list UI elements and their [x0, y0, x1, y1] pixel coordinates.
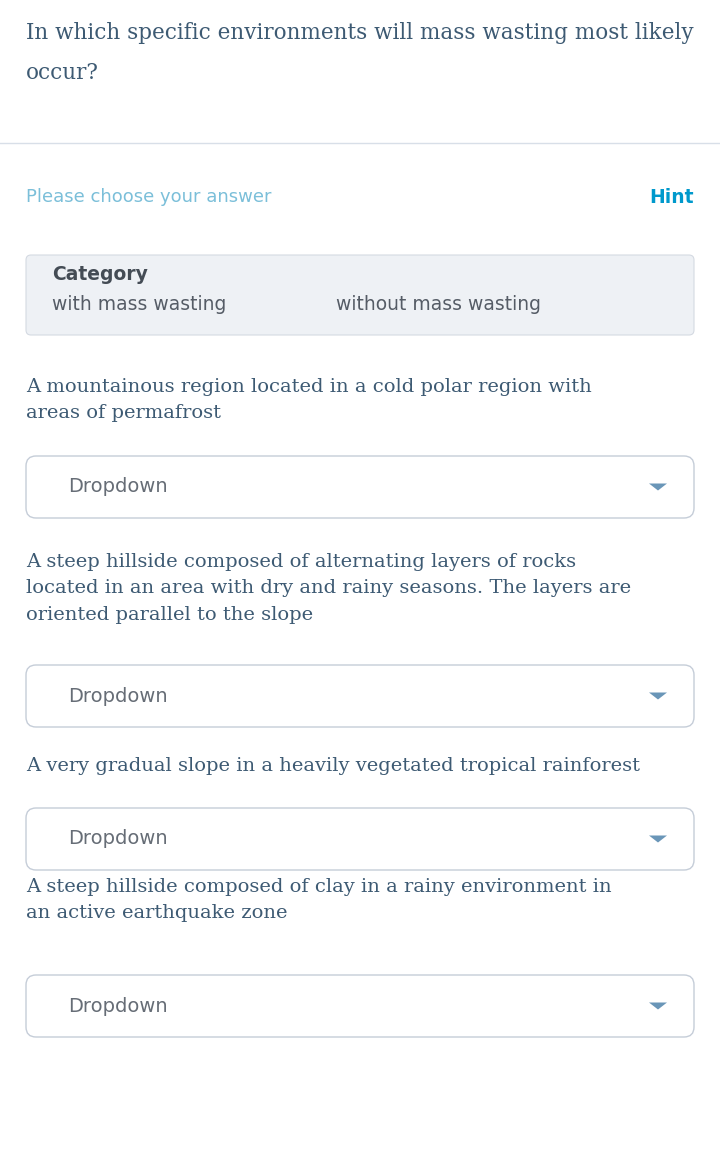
Text: A steep hillside composed of alternating layers of rocks
located in an area with: A steep hillside composed of alternating…: [26, 553, 631, 624]
Text: without mass wasting: without mass wasting: [336, 295, 541, 314]
FancyBboxPatch shape: [26, 255, 694, 335]
Text: Category: Category: [52, 266, 148, 284]
Text: Hint: Hint: [649, 188, 694, 207]
Polygon shape: [649, 692, 667, 699]
Text: occur?: occur?: [26, 62, 99, 83]
Text: Dropdown: Dropdown: [68, 477, 168, 497]
Polygon shape: [649, 1002, 667, 1009]
FancyBboxPatch shape: [26, 456, 694, 518]
Text: Dropdown: Dropdown: [68, 996, 168, 1015]
Polygon shape: [649, 483, 667, 490]
Text: A steep hillside composed of clay in a rainy environment in
an active earthquake: A steep hillside composed of clay in a r…: [26, 878, 611, 922]
Text: Please choose your answer: Please choose your answer: [26, 188, 271, 206]
Text: Dropdown: Dropdown: [68, 830, 168, 848]
Text: Dropdown: Dropdown: [68, 686, 168, 705]
FancyBboxPatch shape: [26, 975, 694, 1038]
Text: A very gradual slope in a heavily vegetated tropical rainforest: A very gradual slope in a heavily vegeta…: [26, 757, 640, 776]
FancyBboxPatch shape: [26, 665, 694, 727]
Polygon shape: [649, 835, 667, 842]
Text: In which specific environments will mass wasting most likely: In which specific environments will mass…: [26, 22, 693, 43]
Text: with mass wasting: with mass wasting: [52, 295, 226, 314]
FancyBboxPatch shape: [26, 808, 694, 870]
Text: A mountainous region located in a cold polar region with
areas of permafrost: A mountainous region located in a cold p…: [26, 378, 592, 422]
